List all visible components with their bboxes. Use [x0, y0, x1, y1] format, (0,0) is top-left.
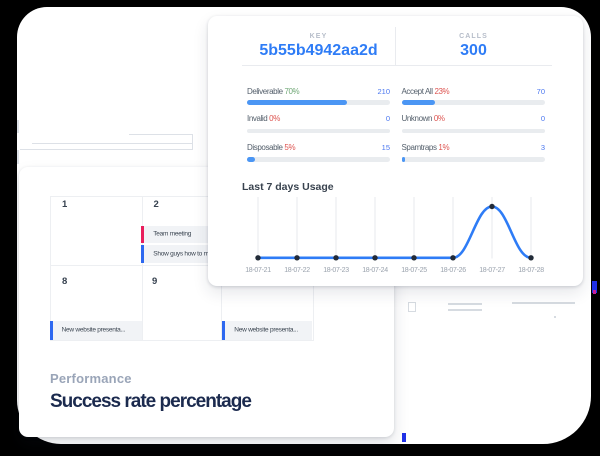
svg-text:18-07-25: 18-07-25	[401, 267, 427, 274]
svg-text:18-07-26: 18-07-26	[440, 267, 466, 274]
svg-text:18-07-28: 18-07-28	[518, 267, 544, 274]
svg-text:18-07-24: 18-07-24	[362, 267, 388, 274]
svg-text:18-07-27: 18-07-27	[479, 267, 505, 274]
svg-text:18-07-21: 18-07-21	[245, 267, 271, 274]
svg-text:18-07-22: 18-07-22	[284, 267, 310, 274]
svg-text:18-07-23: 18-07-23	[323, 267, 349, 274]
